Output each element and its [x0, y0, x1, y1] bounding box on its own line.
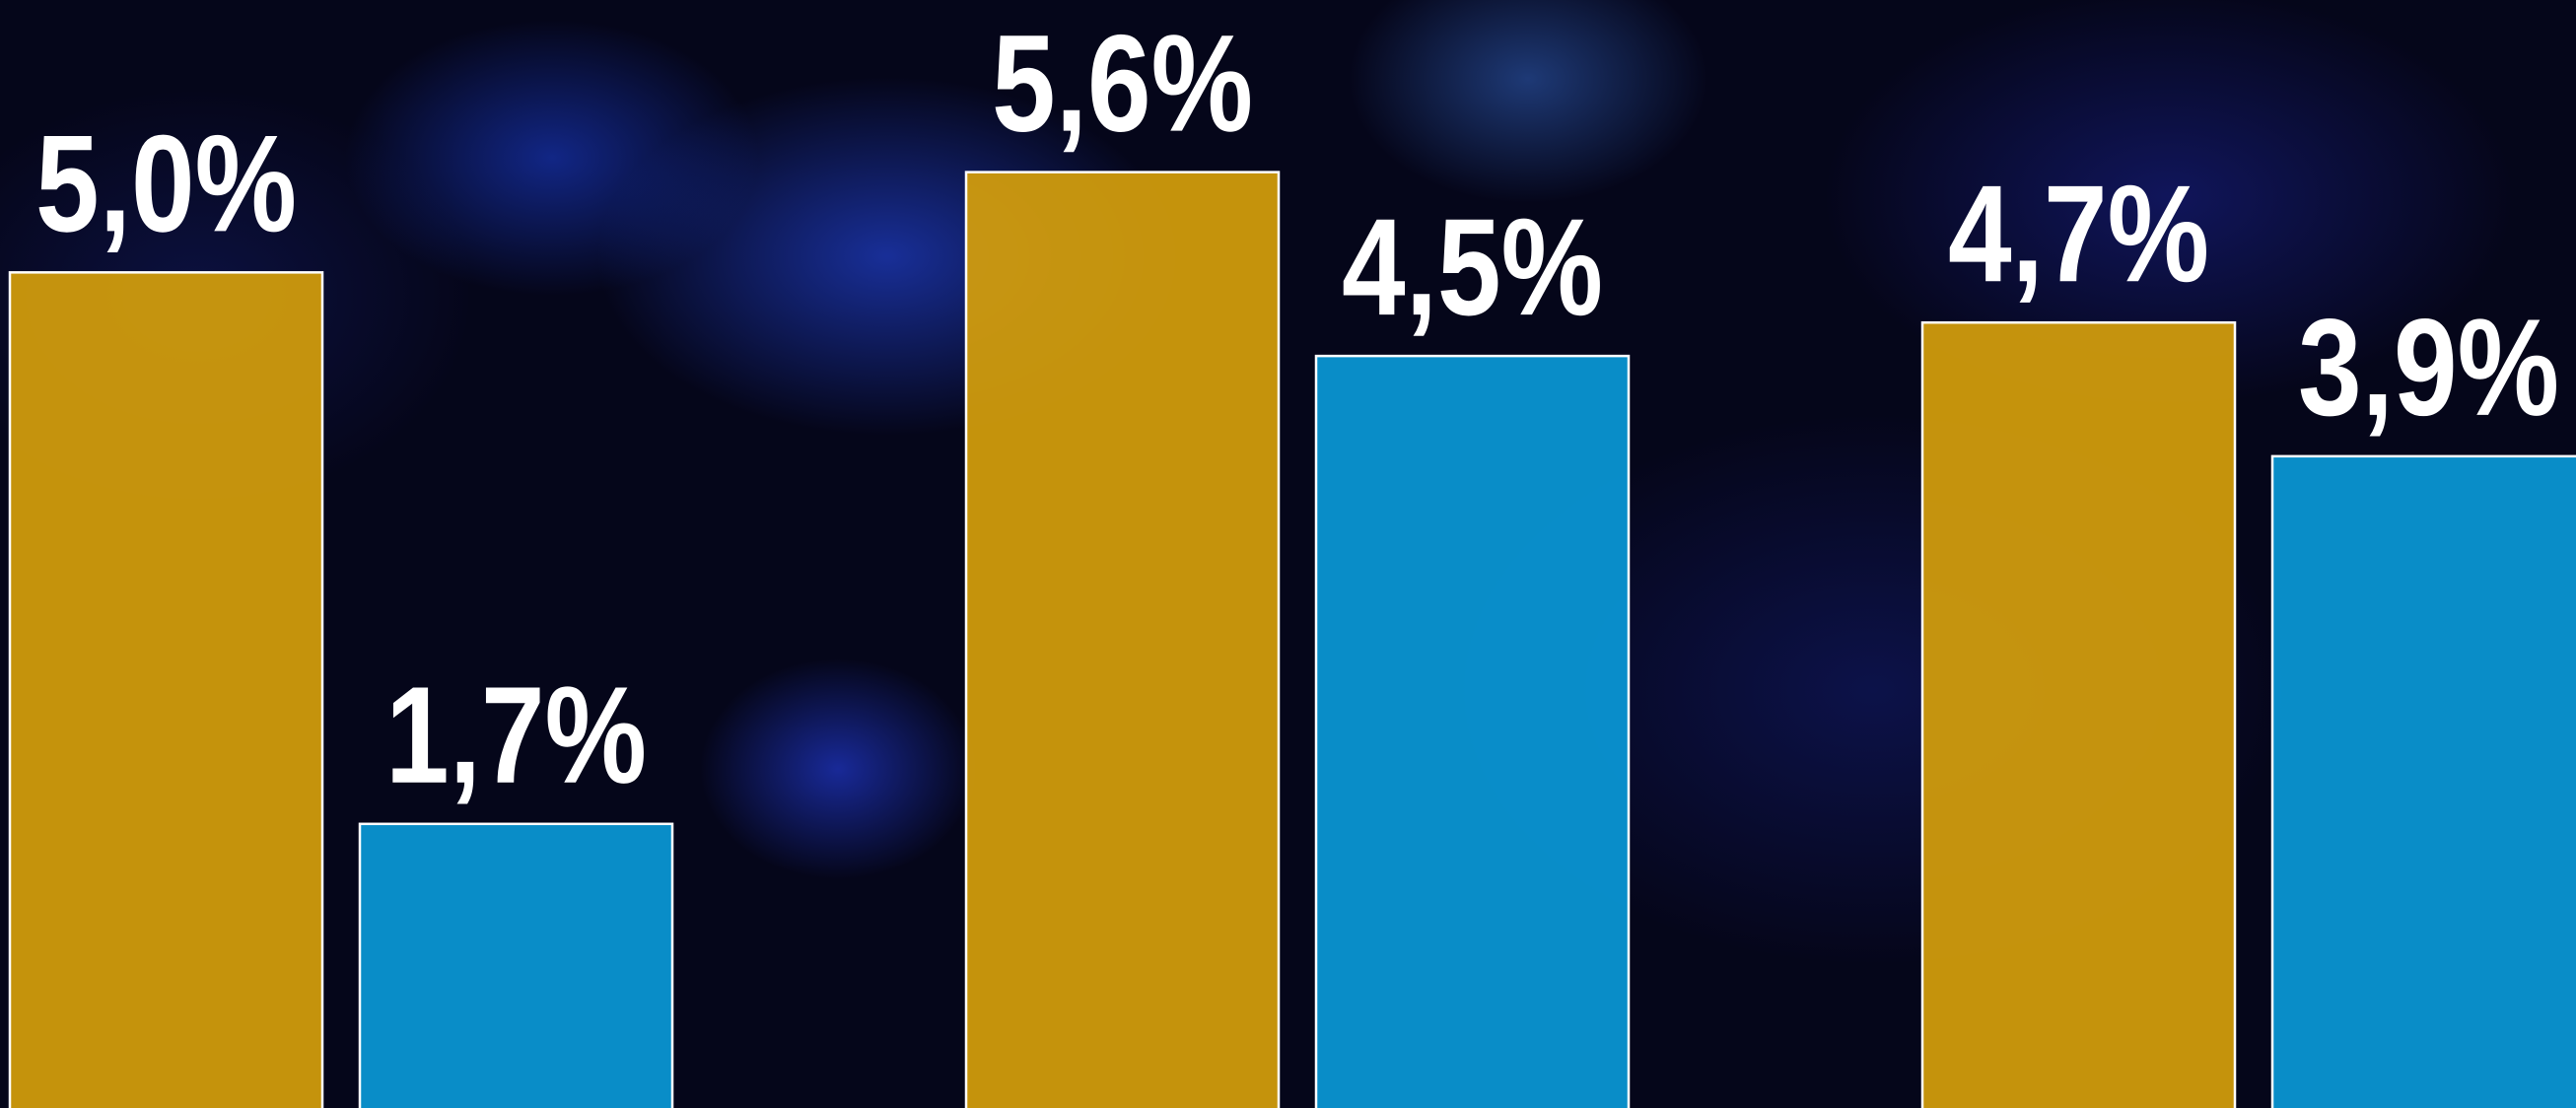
- value-label: 1,7%: [385, 658, 647, 812]
- bar: [8, 271, 324, 1108]
- bar: [964, 171, 1281, 1108]
- value-label: 4,5%: [1342, 189, 1603, 344]
- value-label: 5,0%: [35, 105, 297, 260]
- value-label: 3,9%: [2298, 290, 2559, 445]
- value-label: 4,7%: [1948, 156, 2209, 311]
- bar: [1314, 354, 1631, 1108]
- bar: [358, 822, 674, 1108]
- bar: [1920, 320, 2237, 1108]
- bar: [2270, 454, 2576, 1108]
- value-label: 5,6%: [992, 6, 1253, 161]
